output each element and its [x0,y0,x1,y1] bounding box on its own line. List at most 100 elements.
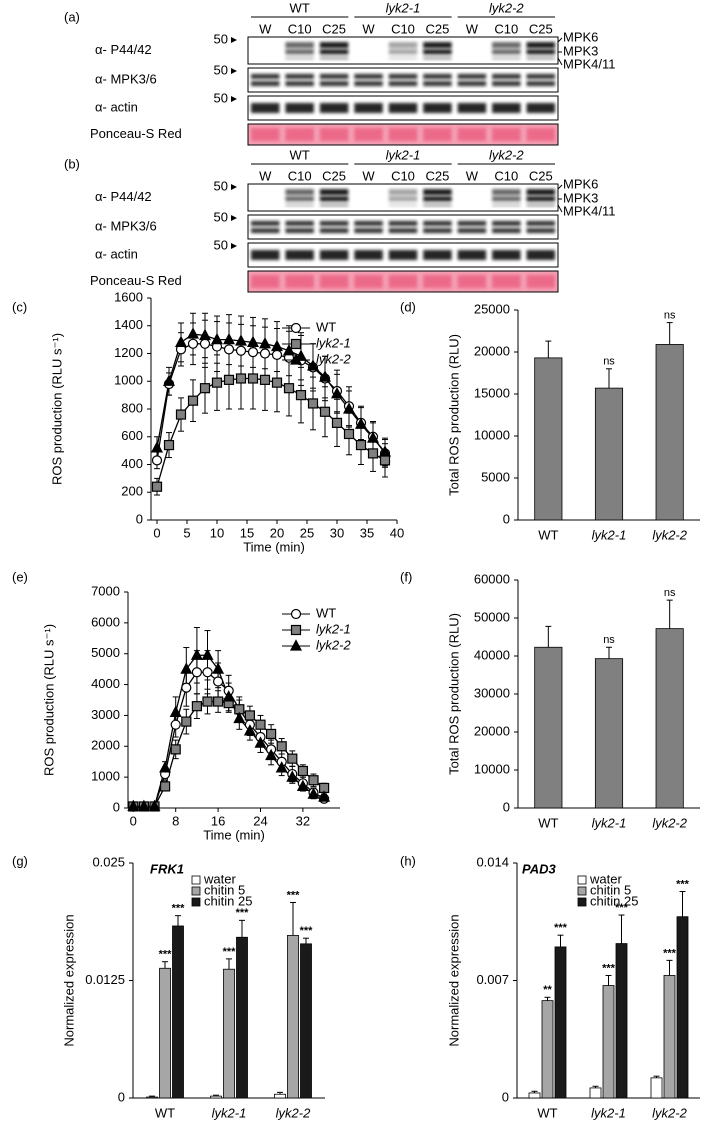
bar [589,1087,602,1099]
marker [211,377,223,388]
band [526,228,555,234]
band [457,220,487,226]
y-tick-label: 20000 [474,343,510,358]
marker [202,696,213,707]
band [251,250,280,260]
bar [274,1093,286,1099]
band-pointer [557,37,563,43]
band [526,220,555,226]
band [423,81,452,87]
marker [367,431,379,443]
bar [554,946,567,1099]
marker [137,799,150,812]
y-tick-label: 3000 [91,707,120,722]
y-tick-label: 0 [118,1089,125,1104]
legend-label: water [589,871,622,886]
band [285,49,314,55]
y-tick-label: 1000 [91,769,120,784]
size-marker: 50 [214,90,228,105]
marker [148,799,161,812]
x-tick-label: WT [537,1105,557,1120]
band [492,56,521,60]
genotype-label: lyk2-2 [489,147,524,162]
x-tick-label: 30 [330,525,344,540]
significance: *** [300,925,314,937]
significance: *** [159,949,173,961]
x-tick-label: 15 [240,525,254,540]
y-tick-label: 0 [503,799,510,814]
band [492,49,521,55]
legend-label: lyk2-2 [316,351,351,366]
band [526,73,555,79]
y-tick-label: 400 [121,456,143,471]
legend-swatch [577,897,587,907]
band [526,250,555,260]
marker [199,328,211,341]
y-tick-label: 50000 [474,609,510,624]
band [457,103,487,113]
marker [355,439,367,451]
marker [244,710,255,721]
legend-label: lyk2-1 [316,621,351,636]
band [492,103,521,113]
band [388,220,418,226]
band [423,128,452,141]
legend-marker [290,353,302,365]
lane-label: W [259,168,272,183]
row-label: α- P44/42 [95,42,152,57]
y-tick-label: 0 [113,799,120,814]
x-tick-label: lyk2-2 [652,1105,687,1120]
y-tick-label: 4000 [91,676,120,691]
band [354,103,383,113]
gene-title: FRK1 [150,861,184,876]
band [354,228,383,234]
bar [534,357,563,521]
band-pointer [557,57,563,66]
y-tick-label: 0 [502,1089,509,1104]
band-label: MPK6 [563,176,598,191]
gene-title: PAD3 [522,861,556,876]
y-tick-label: 1200 [114,345,143,360]
band [388,81,418,87]
x-axis-title: Time (min) [203,827,265,842]
y-tick-label: 1400 [114,317,143,332]
x-tick-label: 5 [183,525,190,540]
significance: *** [676,878,690,890]
bar [602,985,615,1099]
band [526,81,555,87]
lane-label: W [362,21,375,36]
band [251,103,280,113]
bar [594,387,624,521]
marker [259,336,271,349]
x-tick-label: 25 [300,525,314,540]
marker [307,398,319,409]
marker [235,373,247,384]
genotype-label: WT [290,147,310,162]
panel-label: (b) [64,156,80,171]
marker [276,741,287,752]
band [457,73,487,79]
marker [319,370,331,382]
y-tick-label: 0.014 [476,854,509,869]
marker [247,335,259,347]
genotype-label: lyk2-2 [489,0,524,15]
marker [379,455,391,466]
band [285,103,314,113]
marker [243,724,256,736]
significance: ns [664,587,676,599]
marker [159,761,172,773]
bar [655,344,684,521]
x-tick-label: lyk2-1 [591,1105,626,1120]
size-arrow [231,243,237,249]
significance: ns [603,634,615,646]
band [319,189,349,196]
y-tick-label: 800 [121,400,143,415]
lane-label: W [259,21,272,36]
band [319,128,349,141]
band-label: MPK6 [563,29,598,44]
bar [210,1095,222,1099]
marker [295,390,307,401]
size-marker: 50 [214,62,228,77]
marker [201,648,214,660]
marker [265,748,278,761]
